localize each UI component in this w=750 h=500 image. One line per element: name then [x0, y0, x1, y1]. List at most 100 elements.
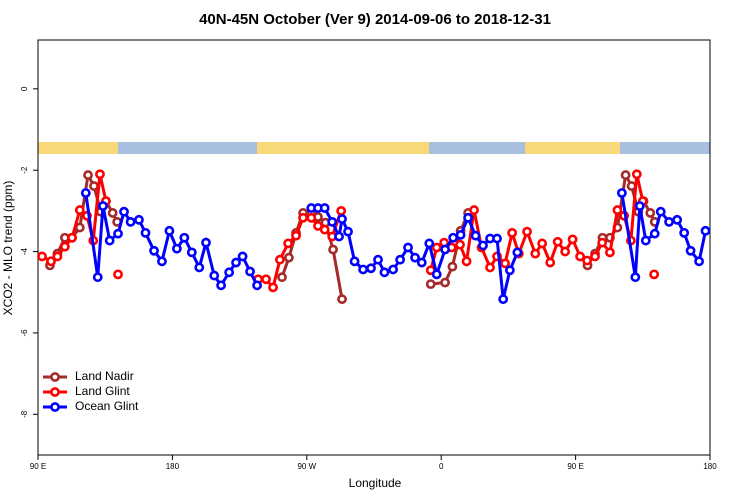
series-line	[48, 170, 657, 300]
data-point	[201, 237, 211, 248]
data-point	[327, 216, 338, 227]
data-point	[552, 236, 563, 247]
data-point	[498, 294, 509, 305]
legend-label: Ocean Glint	[75, 399, 139, 413]
legend-label: Land Glint	[75, 384, 130, 398]
data-point	[231, 257, 241, 268]
data-point	[157, 256, 167, 267]
data-point	[597, 237, 608, 248]
data-point	[567, 234, 578, 245]
data-point	[319, 203, 330, 213]
y-tick-label: -2	[20, 166, 29, 174]
data-point	[612, 205, 623, 215]
y-tick-label: -6	[20, 329, 29, 337]
x-tick-label: 90 W	[297, 462, 316, 471]
data-point	[89, 181, 99, 191]
data-point	[485, 262, 495, 273]
data-point	[245, 266, 255, 277]
data-point	[424, 238, 435, 249]
legend-swatch-point	[50, 402, 60, 412]
data-point	[492, 233, 502, 244]
data-point	[80, 188, 91, 198]
surface-strip	[38, 142, 710, 154]
data-point	[209, 270, 220, 281]
data-point	[522, 226, 532, 237]
data-point	[224, 267, 235, 278]
x-tick-label: 90 E	[30, 462, 46, 471]
data-point	[83, 170, 93, 180]
data-point	[194, 262, 205, 273]
data-point	[478, 240, 488, 251]
data-point	[74, 205, 85, 215]
data-point	[216, 280, 226, 291]
data-point	[59, 241, 70, 252]
data-point	[74, 222, 85, 233]
data-point	[455, 229, 466, 240]
data-point	[277, 272, 287, 283]
data-point	[171, 243, 182, 254]
data-point	[685, 245, 696, 256]
data-point	[37, 251, 47, 262]
data-point	[504, 265, 515, 276]
data-point	[463, 212, 473, 223]
x-tick-label: 90 E	[567, 462, 583, 471]
x-tick-label: 0	[439, 462, 444, 471]
data-point	[470, 230, 481, 241]
data-point	[507, 227, 518, 238]
data-point	[440, 244, 450, 255]
data-point	[664, 216, 674, 227]
data-point	[605, 247, 615, 258]
data-point	[469, 205, 479, 215]
data-point	[113, 228, 123, 239]
data-point	[343, 226, 353, 237]
x-tick-label: 180	[703, 462, 717, 471]
data-point	[620, 170, 631, 180]
data-point	[416, 257, 427, 268]
data-point	[431, 269, 442, 280]
data-point	[261, 274, 271, 285]
data-point	[649, 269, 660, 280]
data-point	[119, 206, 129, 217]
data-point	[455, 239, 465, 250]
data-point	[164, 225, 175, 236]
data-point	[634, 201, 645, 211]
data-point	[575, 251, 585, 262]
data-point	[679, 227, 690, 238]
data-point	[291, 230, 301, 241]
data-point	[358, 264, 368, 275]
data-point	[655, 206, 666, 217]
data-point	[275, 254, 285, 265]
data-point	[440, 277, 450, 288]
data-point	[461, 256, 472, 267]
data-point	[582, 255, 592, 266]
data-point	[179, 232, 190, 243]
data-point	[700, 225, 711, 236]
land-strip	[525, 142, 620, 154]
data-point	[645, 208, 656, 218]
data-point	[379, 267, 390, 278]
data-point	[545, 257, 556, 268]
data-point	[500, 258, 511, 269]
data-point	[395, 254, 406, 265]
data-point	[425, 279, 436, 290]
data-point	[366, 263, 376, 274]
data-point	[448, 232, 459, 243]
data-point	[530, 248, 541, 259]
data-point	[306, 212, 317, 223]
data-point	[334, 231, 344, 242]
data-point	[560, 246, 571, 257]
data-point	[125, 216, 136, 227]
land-strip	[257, 142, 429, 154]
data-point	[95, 169, 105, 180]
legend-swatch-point	[50, 387, 60, 397]
x-tick-label: 180	[166, 462, 180, 471]
data-point	[92, 272, 103, 283]
data-point	[237, 251, 248, 262]
data-point	[252, 280, 262, 291]
data-point	[590, 251, 600, 262]
data-point	[349, 256, 360, 267]
data-point	[431, 242, 442, 253]
data-point	[672, 214, 683, 225]
data-point	[649, 228, 660, 239]
